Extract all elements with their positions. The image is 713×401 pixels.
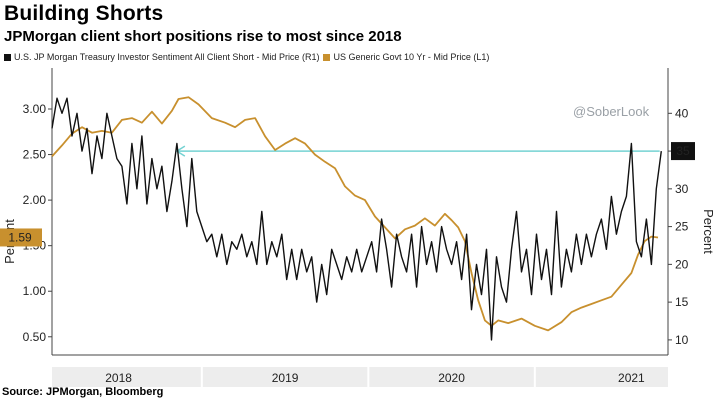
last-value-badge-short [671, 142, 695, 161]
legend-item-yield: US Generic Govt 10 Yr - Mid Price (L1) [323, 52, 489, 62]
last-value-label-yield: 1.59 [8, 230, 32, 244]
last-value-label-short: 35 [676, 144, 690, 158]
last-value-badge-yield [0, 228, 42, 247]
right-tick-label-40: 40 [675, 106, 689, 120]
legend-swatch-short [4, 53, 11, 61]
x-axis-band [52, 367, 668, 387]
legend: U.S. JP Morgan Treasury Investor Sentime… [4, 52, 493, 62]
chart-title: Building Shorts [4, 2, 164, 25]
x-tick-label-2021: 2021 [618, 371, 645, 385]
source-note: Source: JPMorgan, Bloomberg [2, 386, 164, 398]
right-tick-label-30: 30 [675, 182, 689, 196]
legend-label-short: U.S. JP Morgan Treasury Investor Sentime… [14, 52, 320, 62]
right-tick-label-10: 10 [675, 333, 689, 347]
x-tick-label-2018: 2018 [105, 371, 132, 385]
y-axis-title-right: Percent [701, 209, 713, 254]
series-line-short [51, 97, 662, 341]
right-tick-label-25: 25 [675, 220, 689, 234]
right-tick-label-20: 20 [675, 257, 689, 271]
right-tick-label-15: 15 [675, 295, 689, 309]
x-tick-label-2019: 2019 [272, 371, 299, 385]
reference-arrowhead [175, 145, 186, 157]
chart-subtitle: JPMorgan client short positions rise to … [4, 28, 402, 45]
legend-swatch-yield [323, 53, 331, 61]
left-tick-label-1.00: 1.00 [23, 284, 47, 298]
left-tick-label-3.00: 3.00 [23, 102, 47, 116]
x-tick-label-2020: 2020 [438, 371, 465, 385]
left-tick-label-0.50: 0.50 [23, 330, 47, 344]
legend-item-short: U.S. JP Morgan Treasury Investor Sentime… [4, 52, 319, 62]
watermark: @SoberLook [573, 104, 650, 119]
left-tick-label-2.50: 2.50 [23, 148, 47, 162]
left-tick-label-2.00: 2.00 [23, 193, 47, 207]
legend-label-yield: US Generic Govt 10 Yr - Mid Price (L1) [333, 52, 490, 62]
series-line-yield [51, 96, 659, 332]
